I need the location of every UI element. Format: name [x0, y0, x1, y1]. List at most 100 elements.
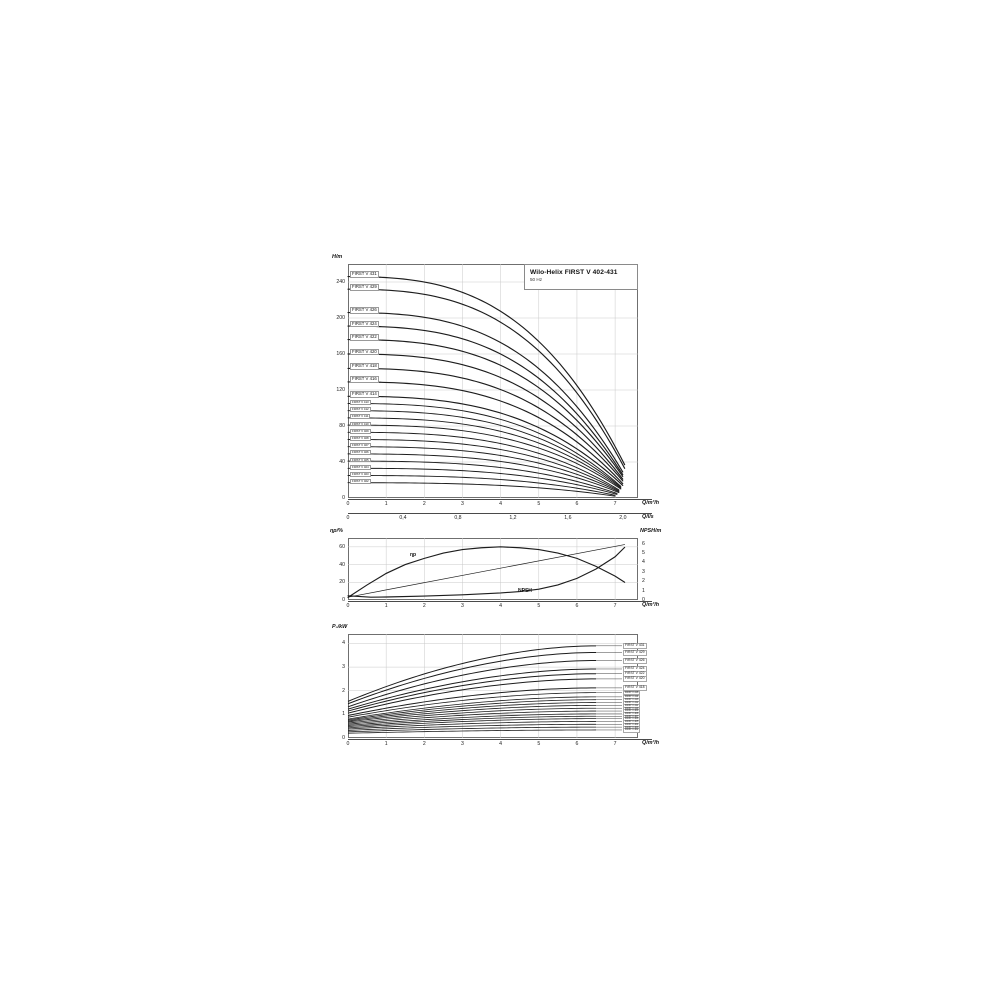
head-y-tick: 40: [339, 459, 345, 465]
npsh-y-tick: 6: [642, 540, 645, 547]
efficiency-y-tick: 60: [339, 543, 345, 550]
head-y-tick: 120: [336, 387, 345, 393]
efficiency-x-tick: 4: [499, 603, 503, 609]
head-secondary-axis-line: [348, 513, 652, 514]
head-x-tick: 1: [384, 501, 388, 507]
npsh-y-axis-label: NPSH/m: [640, 528, 662, 534]
head-x-axis-label-primary: Q/m³/h: [642, 500, 660, 506]
power-x-tick: 5: [537, 741, 541, 747]
pump-curve-figure: H/m Wilo-Helix FIRST V 402-431 50 Hz 0 40…: [330, 252, 670, 752]
head-x-axis-line: [348, 499, 652, 500]
power-curve-label: FIRST V 426: [623, 657, 647, 664]
head-curve-label: FIRST V 408: [350, 435, 371, 441]
efficiency-x-tick: 2: [422, 603, 426, 609]
power-y-tick: 2: [342, 687, 345, 694]
head-x-tick: 5: [537, 501, 541, 507]
head-curve-label: FIRST V 429: [350, 283, 379, 291]
power-x-tick: 0: [346, 741, 350, 747]
head-x-tick-secondary: 0,4: [399, 515, 407, 521]
npsh-series-label: NPSH: [518, 588, 532, 594]
head-x-tick: 6: [575, 501, 579, 507]
head-curve-label: FIRST V 410: [350, 421, 371, 427]
power-x-tick: 7: [613, 741, 617, 747]
power-x-tick: 1: [384, 741, 388, 747]
efficiency-npsh-svg: [347, 538, 638, 600]
head-curve-label: FIRST V 407: [350, 443, 371, 448]
head-curve-label: FIRST V 411: [350, 414, 371, 420]
efficiency-y-tick: 0: [342, 597, 345, 603]
npsh-y-tick: 4: [642, 559, 645, 566]
power-curve-label: FIRST V 416: [623, 691, 641, 696]
efficiency-x-tick: 3: [461, 603, 464, 609]
efficiency-x-axis-label: Q/m³/h: [642, 602, 660, 608]
power-y-tick: 1: [342, 711, 345, 718]
head-curve-label: FIRST V 424: [350, 320, 379, 328]
power-x-axis-line: [348, 739, 652, 740]
npsh-y-tick: 2: [642, 578, 645, 585]
power-curve-label: FIRST V 418: [623, 685, 647, 692]
head-curve-label: FIRST V 413: [350, 399, 371, 405]
head-curve-label: FIRST V 420: [350, 348, 379, 356]
head-curve-label: FIRST V 418: [350, 362, 379, 370]
head-x-tick-secondary: 1,2: [509, 515, 517, 521]
efficiency-x-tick: 5: [537, 603, 541, 609]
power-y-tick: 3: [342, 664, 345, 671]
head-curve-label: FIRST V 404: [350, 464, 371, 470]
power-x-tick: 4: [499, 741, 503, 747]
power-y-tick: 0: [342, 735, 345, 741]
head-panel: H/m Wilo-Helix FIRST V 402-431 50 Hz 0 40…: [330, 252, 670, 521]
npsh-y-tick: 5: [642, 550, 645, 557]
chart-frequency: 50 Hz: [530, 277, 543, 282]
head-x-axis-label-secondary: Q/l/s: [642, 514, 654, 520]
efficiency-series-label: ηp: [410, 552, 417, 558]
head-curve-label: FIRST V 422: [350, 334, 379, 341]
head-curve-label: FIRST V 416: [350, 376, 379, 384]
power-y-tick: 4: [342, 640, 345, 647]
head-x-tick: 7: [613, 501, 617, 507]
head-y-tick: 160: [336, 351, 345, 357]
head-y-axis-label: H/m: [332, 254, 343, 260]
head-x-tick: 4: [499, 501, 503, 507]
npsh-y-tick: 3: [642, 568, 645, 575]
npsh-y-tick: 1: [642, 587, 645, 594]
head-x-tick: 0: [346, 501, 350, 507]
title-block: Wilo-Helix FIRST V 402-431 50 Hz: [524, 264, 638, 290]
npsh-y-tick: 0: [642, 597, 645, 603]
efficiency-x-tick: 0: [346, 603, 350, 609]
power-curve-label: FIRST V 420: [623, 676, 647, 683]
head-curves-svg: [347, 264, 638, 498]
head-curve-label: FIRST V 403: [350, 471, 371, 477]
efficiency-x-tick: 7: [613, 603, 617, 609]
efficiency-y-tick: 40: [339, 561, 345, 568]
head-x-tick-secondary: 0,8: [454, 515, 462, 521]
head-curve-label: FIRST V 405: [350, 457, 371, 463]
head-x-tick: 3: [461, 501, 464, 507]
head-x-tick: 2: [422, 501, 426, 507]
chart-title: Wilo-Helix FIRST V 402-431: [530, 269, 618, 276]
head-curve-label: FIRST V 402: [350, 479, 371, 484]
head-curve-label: FIRST V 431: [350, 271, 379, 278]
head-y-tick: 80: [339, 423, 345, 429]
power-x-tick: 3: [461, 741, 464, 747]
efficiency-x-tick: 6: [575, 603, 579, 609]
head-y-tick: 240: [336, 279, 345, 285]
power-x-tick: 2: [422, 741, 426, 747]
power-curve-label: FIRST V 402: [623, 728, 641, 733]
power-x-axis-label: Q/m³/h: [642, 740, 660, 746]
head-curve-label: FIRST V 409: [350, 428, 371, 434]
head-y-tick: 0: [342, 495, 345, 501]
head-x-tick-secondary: 0: [346, 515, 350, 521]
head-curve-label: FIRST V 412: [350, 407, 371, 412]
head-x-tick-secondary: 1,6: [564, 515, 572, 521]
head-x-tick-secondary: 2,0: [619, 515, 627, 521]
power-y-axis-label: P₂/kW: [332, 624, 348, 630]
head-curve-label: FIRST V 414: [350, 390, 379, 398]
power-x-tick: 6: [575, 741, 579, 747]
efficiency-y-tick: 20: [339, 579, 345, 586]
power-curves-svg: [347, 634, 638, 738]
head-curve-label: FIRST V 406: [350, 450, 371, 456]
head-curve-label: FIRST V 426: [350, 307, 379, 314]
